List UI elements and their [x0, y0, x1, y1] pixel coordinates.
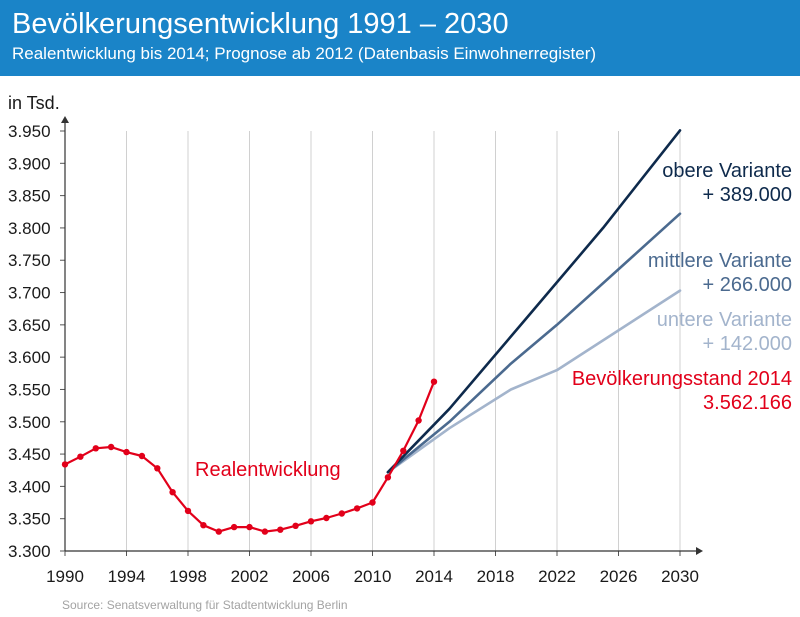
y-tick-label: 3.800 — [8, 219, 51, 238]
obere-name: obere Variante — [662, 160, 792, 182]
x-tick-label: 1990 — [46, 567, 84, 586]
real-point — [184, 507, 192, 515]
y-tick-label: 3.350 — [8, 510, 51, 529]
y-tick-label: 3.900 — [8, 154, 51, 173]
mittlere-name: mittlere Variante — [647, 250, 792, 272]
line-untere-variante — [386, 289, 682, 474]
real-point — [369, 499, 376, 506]
real-point — [430, 378, 438, 385]
y-tick-label: 3.750 — [8, 251, 51, 270]
real-point — [323, 514, 330, 522]
real-point — [92, 445, 100, 452]
real-point — [384, 474, 392, 481]
y-tick-label: 3.600 — [8, 348, 51, 367]
real-point — [353, 505, 361, 512]
y-tick-label: 3.650 — [8, 316, 51, 335]
real-point — [138, 452, 146, 460]
x-tick-label: 2030 — [661, 567, 699, 586]
x-tick-label: 2026 — [600, 567, 638, 586]
mittlere-value: + 266.000 — [702, 274, 792, 296]
y-unit-label: in Tsd. — [8, 93, 60, 113]
x-tick-label: 2018 — [477, 567, 515, 586]
y-tick-label: 3.950 — [8, 122, 51, 141]
x-tick-label: 2010 — [354, 567, 392, 586]
x-axis-arrow — [696, 547, 703, 555]
real-point — [169, 489, 176, 496]
axes — [60, 116, 703, 556]
y-tick-label: 3.300 — [8, 542, 51, 561]
y-tick-label: 3.700 — [8, 284, 51, 303]
x-tick-label: 2002 — [231, 567, 269, 586]
x-tick-label: 1998 — [169, 567, 207, 586]
annotation-real: Realentwicklung — [195, 459, 341, 481]
stand-name: Bevölkerungsstand 2014 — [571, 368, 792, 390]
line-obere-variante — [386, 129, 682, 474]
real-point — [123, 448, 130, 456]
obere-value: + 389.000 — [702, 184, 792, 206]
annotation-stand: Bevölkerungsstand 2014 3.562.166 — [572, 367, 792, 415]
real-markers — [61, 378, 438, 535]
chart-title: Bevölkerungsentwicklung 1991 – 2030 — [12, 8, 509, 40]
y-tick-label: 3.850 — [8, 187, 51, 206]
y-tick-label: 3.550 — [8, 380, 51, 399]
population-chart: in Tsd. 3.3003.3503.4003.4503.5003.5503.… — [8, 93, 703, 586]
real-point — [400, 447, 407, 454]
real-point — [107, 443, 115, 451]
real-point — [200, 522, 207, 529]
real-point — [415, 417, 422, 424]
real-point — [261, 528, 269, 535]
real-point — [230, 523, 238, 531]
y-tick-label: 3.400 — [8, 477, 51, 496]
annotation-mittlere: mittlere Variante + 266.000 — [648, 249, 792, 297]
x-tick-label: 2006 — [292, 567, 330, 586]
real-point — [246, 523, 253, 531]
stand-value: 3.562.166 — [703, 392, 792, 414]
real-point — [277, 526, 284, 533]
real-point — [292, 522, 299, 529]
x-tick-label: 2022 — [538, 567, 576, 586]
real-point — [307, 518, 315, 525]
y-tick-labels: 3.300 3.350 3.400 3.450 3.500 3.550 3.600 3.650… — [8, 122, 51, 561]
x-tick-labels: 1990 1994 1998 2002 2006 2010 2014 2018 2022 2026… — [46, 567, 699, 586]
y-tick-label: 3.500 — [8, 413, 51, 432]
annotation-obere: obere Variante + 389.000 — [662, 159, 792, 207]
x-tick-label: 2014 — [415, 567, 453, 586]
real-point — [154, 465, 161, 472]
line-mittlere-variante — [386, 212, 682, 474]
chart-subtitle: Realentwicklung bis 2014; Prognose ab 20… — [12, 44, 597, 63]
real-point — [61, 461, 69, 468]
real-point — [338, 510, 345, 517]
untere-value: + 142.000 — [702, 333, 792, 355]
gridlines — [126, 131, 681, 551]
real-point — [215, 528, 222, 535]
y-tick-label: 3.450 — [8, 445, 51, 464]
untere-name: untere Variante — [656, 309, 792, 331]
source-note: Source: Senatsverwaltung für Stadtentwic… — [62, 598, 348, 612]
header: Bevölkerungsentwicklung 1991 – 2030 Real… — [0, 0, 800, 76]
real-point — [77, 453, 84, 460]
x-tick-label: 1994 — [108, 567, 146, 586]
y-axis-arrow — [61, 116, 69, 123]
annotation-untere: untere Variante + 142.000 — [657, 308, 792, 356]
